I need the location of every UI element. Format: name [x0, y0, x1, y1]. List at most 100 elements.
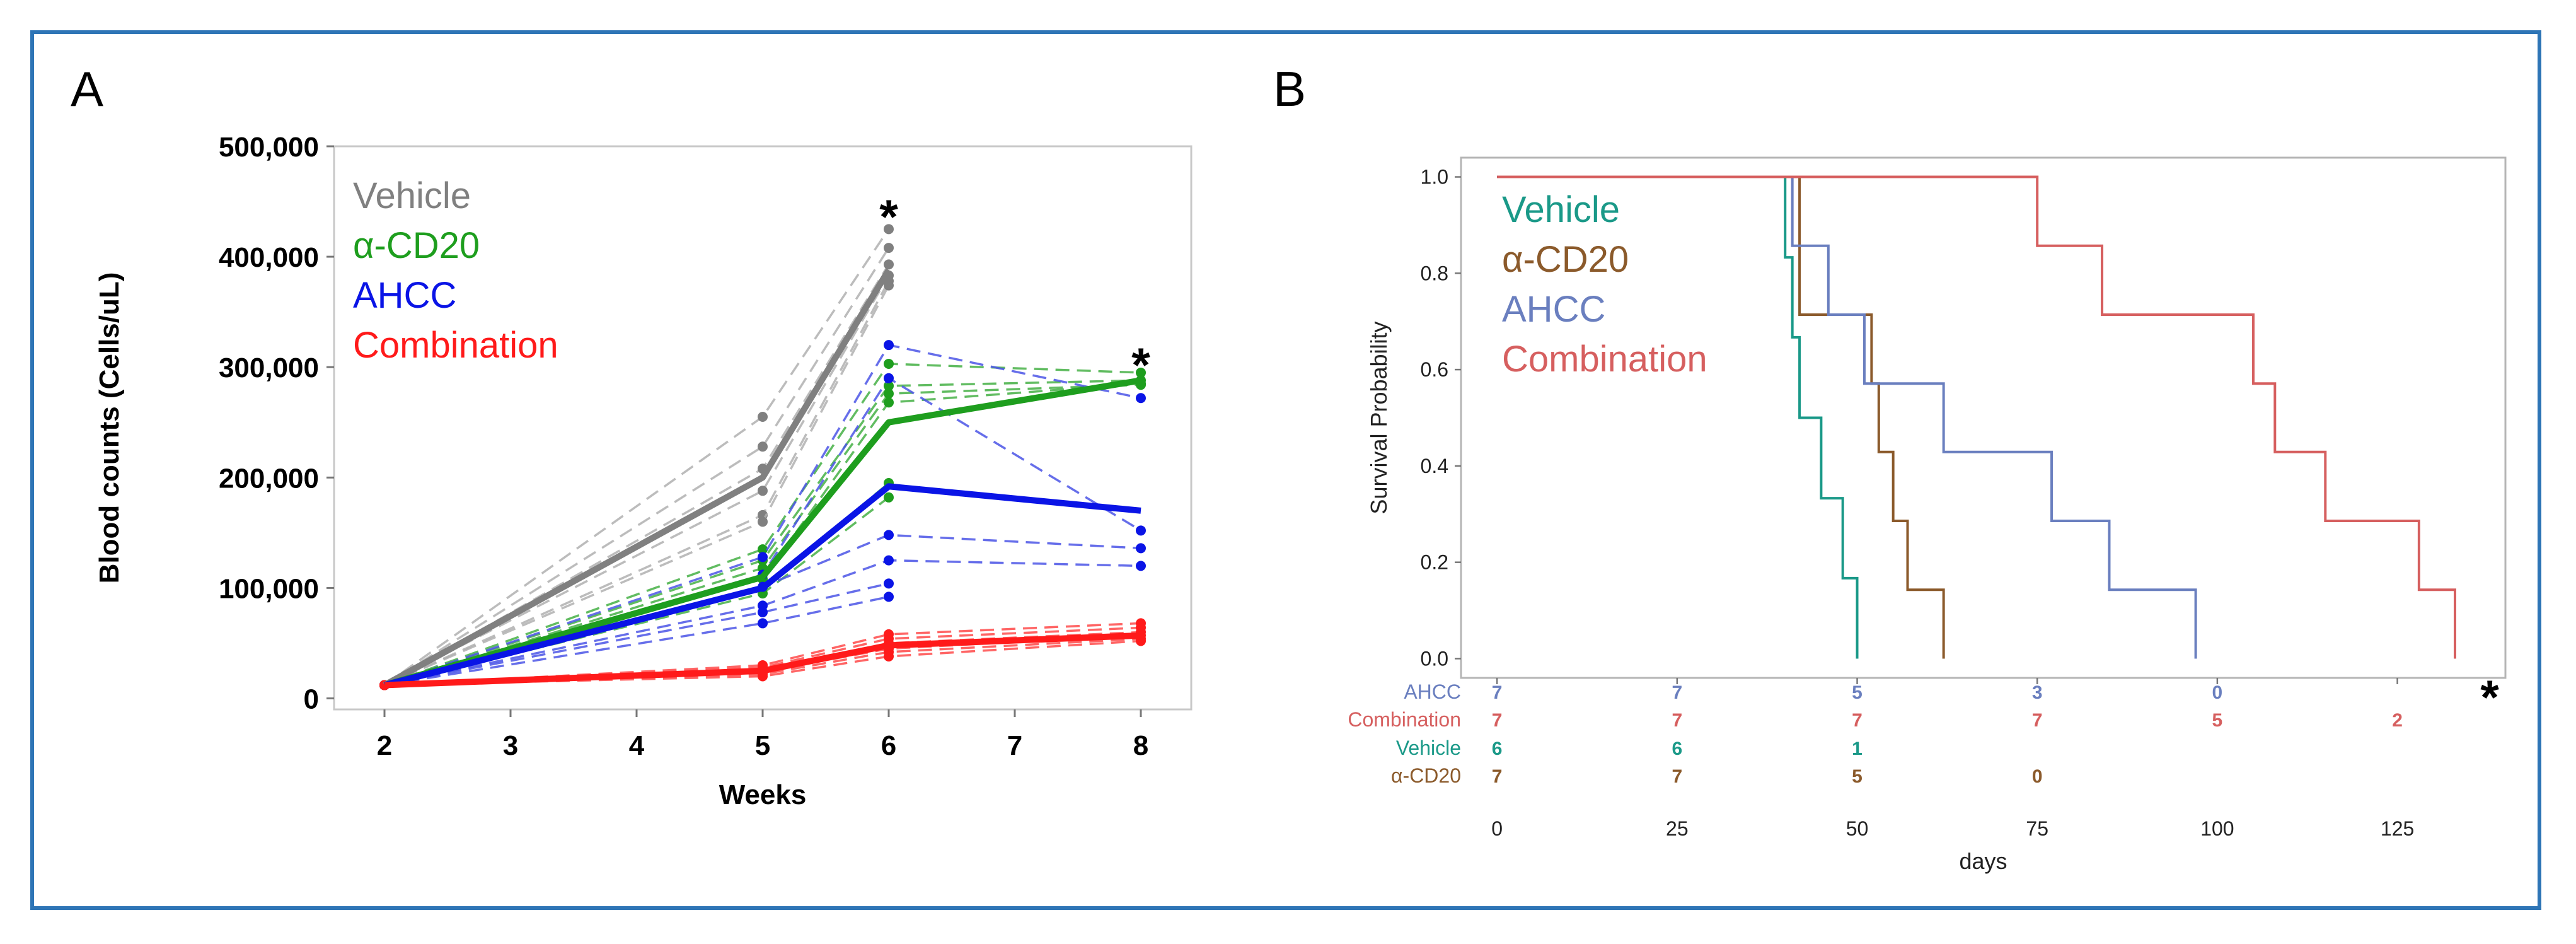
- data-point-ahcc: [1136, 543, 1146, 554]
- risk-table-value: 7: [1672, 682, 1682, 703]
- x-tick-label: 125: [2381, 817, 2414, 840]
- data-point-vehicle: [758, 441, 768, 452]
- x-tick-label: 8: [1133, 730, 1148, 761]
- legend-combination: Combination: [353, 325, 558, 366]
- panel-a-letter: A: [71, 61, 103, 117]
- risk-table-value: 5: [1852, 766, 1863, 787]
- legend-ahcc: AHCC: [1502, 289, 1605, 330]
- individual-line-alpha-cd20: [384, 379, 1141, 687]
- individual-line-ahcc: [384, 559, 1141, 687]
- x-tick-label: 7: [1007, 730, 1022, 761]
- individual-line-vehicle: [383, 228, 890, 686]
- data-point-vehicle: [884, 280, 894, 291]
- data-point-ahcc: [884, 340, 894, 351]
- data-point-ahcc: [884, 578, 894, 589]
- y-tick-label: 200,000: [219, 463, 319, 494]
- individual-line-vehicle: [384, 247, 890, 686]
- risk-table-label-ahcc: AHCC: [1404, 680, 1461, 703]
- mean-line-ahcc: [383, 483, 1141, 689]
- data-point-ahcc: [758, 618, 768, 629]
- y-tick-label: 0.2: [1421, 551, 1448, 574]
- risk-table-value: 2: [2392, 710, 2403, 731]
- data-point-alpha-cd20: [758, 544, 768, 555]
- panel-b-plot-area: [1460, 156, 2507, 679]
- data-point-alpha-cd20: [884, 388, 894, 399]
- individual-line-vehicle: [384, 274, 890, 687]
- data-point-alpha-cd20: [884, 397, 894, 408]
- data-point-alpha-cd20: [884, 358, 894, 369]
- risk-table-value: 7: [1852, 710, 1863, 731]
- y-axis-label: Blood counts (Cells/uL): [94, 272, 125, 584]
- y-tick-label: 300,000: [219, 353, 319, 383]
- data-point-ahcc: [1136, 393, 1146, 404]
- y-tick-label: 0.6: [1421, 358, 1448, 381]
- risk-table-value: 1: [1852, 738, 1863, 759]
- x-tick-label: 6: [881, 730, 896, 761]
- mean-line-combination: [384, 632, 1141, 689]
- x-tick-label: 0: [1491, 817, 1503, 840]
- y-tick-label: 400,000: [219, 242, 319, 273]
- data-point-vehicle: [758, 486, 768, 496]
- risk-table-label-vehicle: Vehicle: [1396, 737, 1461, 759]
- risk-table-value: 6: [1492, 738, 1503, 759]
- y-tick-label: 0: [304, 684, 319, 714]
- x-tick-label: 4: [629, 730, 645, 761]
- individual-line-combination: [384, 622, 1141, 687]
- risk-table-value: 0: [2032, 766, 2043, 787]
- x-axis-label: Weeks: [719, 779, 807, 810]
- significance-star: *: [2480, 671, 2499, 725]
- data-point-ahcc: [884, 373, 894, 383]
- risk-table-value: 3: [2032, 682, 2043, 703]
- individual-line-combination: [384, 639, 1141, 687]
- panel-a-chart: 2 3 4 5 6 7 8 0 100,000 200,000 300,000 400,000 500,…: [94, 132, 1193, 810]
- individual-line-combination: [384, 626, 1141, 687]
- risk-table-value: 6: [1672, 738, 1682, 759]
- data-point-vehicle: [884, 259, 894, 270]
- y-axis-label: Survival Probability: [1366, 321, 1392, 514]
- legend-vehicle: Vehicle: [353, 175, 471, 216]
- risk-table-value: 0: [2212, 682, 2223, 703]
- data-point-ahcc: [758, 607, 768, 617]
- risk-table-value: 7: [1672, 766, 1682, 787]
- data-point-ahcc: [884, 555, 894, 566]
- data-point-alpha-cd20: [884, 492, 894, 503]
- x-tick-label: 2: [377, 730, 392, 761]
- risk-table-label-alpha-cd20: α-CD20: [1391, 764, 1461, 787]
- data-point-vehicle: [884, 243, 894, 253]
- data-point-alpha-cd20: [1136, 367, 1146, 378]
- data-point-ahcc: [884, 591, 894, 602]
- risk-table-value: 7: [1492, 710, 1503, 731]
- y-tick-label: 0.4: [1421, 455, 1448, 477]
- y-tick-label: 500,000: [219, 132, 319, 163]
- data-point-vehicle: [884, 224, 894, 235]
- figure-border: [30, 30, 2541, 910]
- data-point-vehicle: [758, 411, 768, 422]
- risk-table-value: 5: [2212, 710, 2223, 731]
- significance-star: *: [1131, 339, 1150, 392]
- mean-line-vehicle: [383, 268, 892, 688]
- x-tick-label: 5: [755, 730, 770, 761]
- individual-line-alpha-cd20: [384, 383, 1141, 687]
- significance-star: *: [879, 190, 898, 244]
- y-tick-label: 0.0: [1421, 647, 1448, 670]
- data-point-combination: [884, 651, 894, 661]
- survival-curve-combination: [1497, 175, 2457, 659]
- legend-combination: Combination: [1502, 339, 1707, 380]
- x-tick-label: 50: [1846, 817, 1869, 840]
- legend-alpha-cd20: α-CD20: [1502, 239, 1629, 280]
- individual-line-alpha-cd20: [384, 363, 1141, 687]
- risk-table-value: 7: [1672, 710, 1682, 731]
- individual-line-ahcc: [384, 344, 1141, 687]
- data-point-ahcc: [884, 530, 894, 540]
- legend-ahcc: AHCC: [353, 275, 456, 316]
- risk-table-value: 7: [2032, 710, 2043, 731]
- x-tick-label: 100: [2200, 817, 2234, 840]
- legend-vehicle: Vehicle: [1502, 189, 1620, 230]
- data-point-ahcc: [758, 552, 768, 562]
- y-tick-label: 0.8: [1421, 262, 1448, 284]
- risk-table-value: 5: [1852, 682, 1863, 703]
- data-point-vehicle: [758, 516, 768, 527]
- y-tick-label: 100,000: [219, 573, 319, 604]
- individual-line-combination: [384, 638, 1141, 687]
- survival-curve-vehicle: [1497, 175, 1859, 659]
